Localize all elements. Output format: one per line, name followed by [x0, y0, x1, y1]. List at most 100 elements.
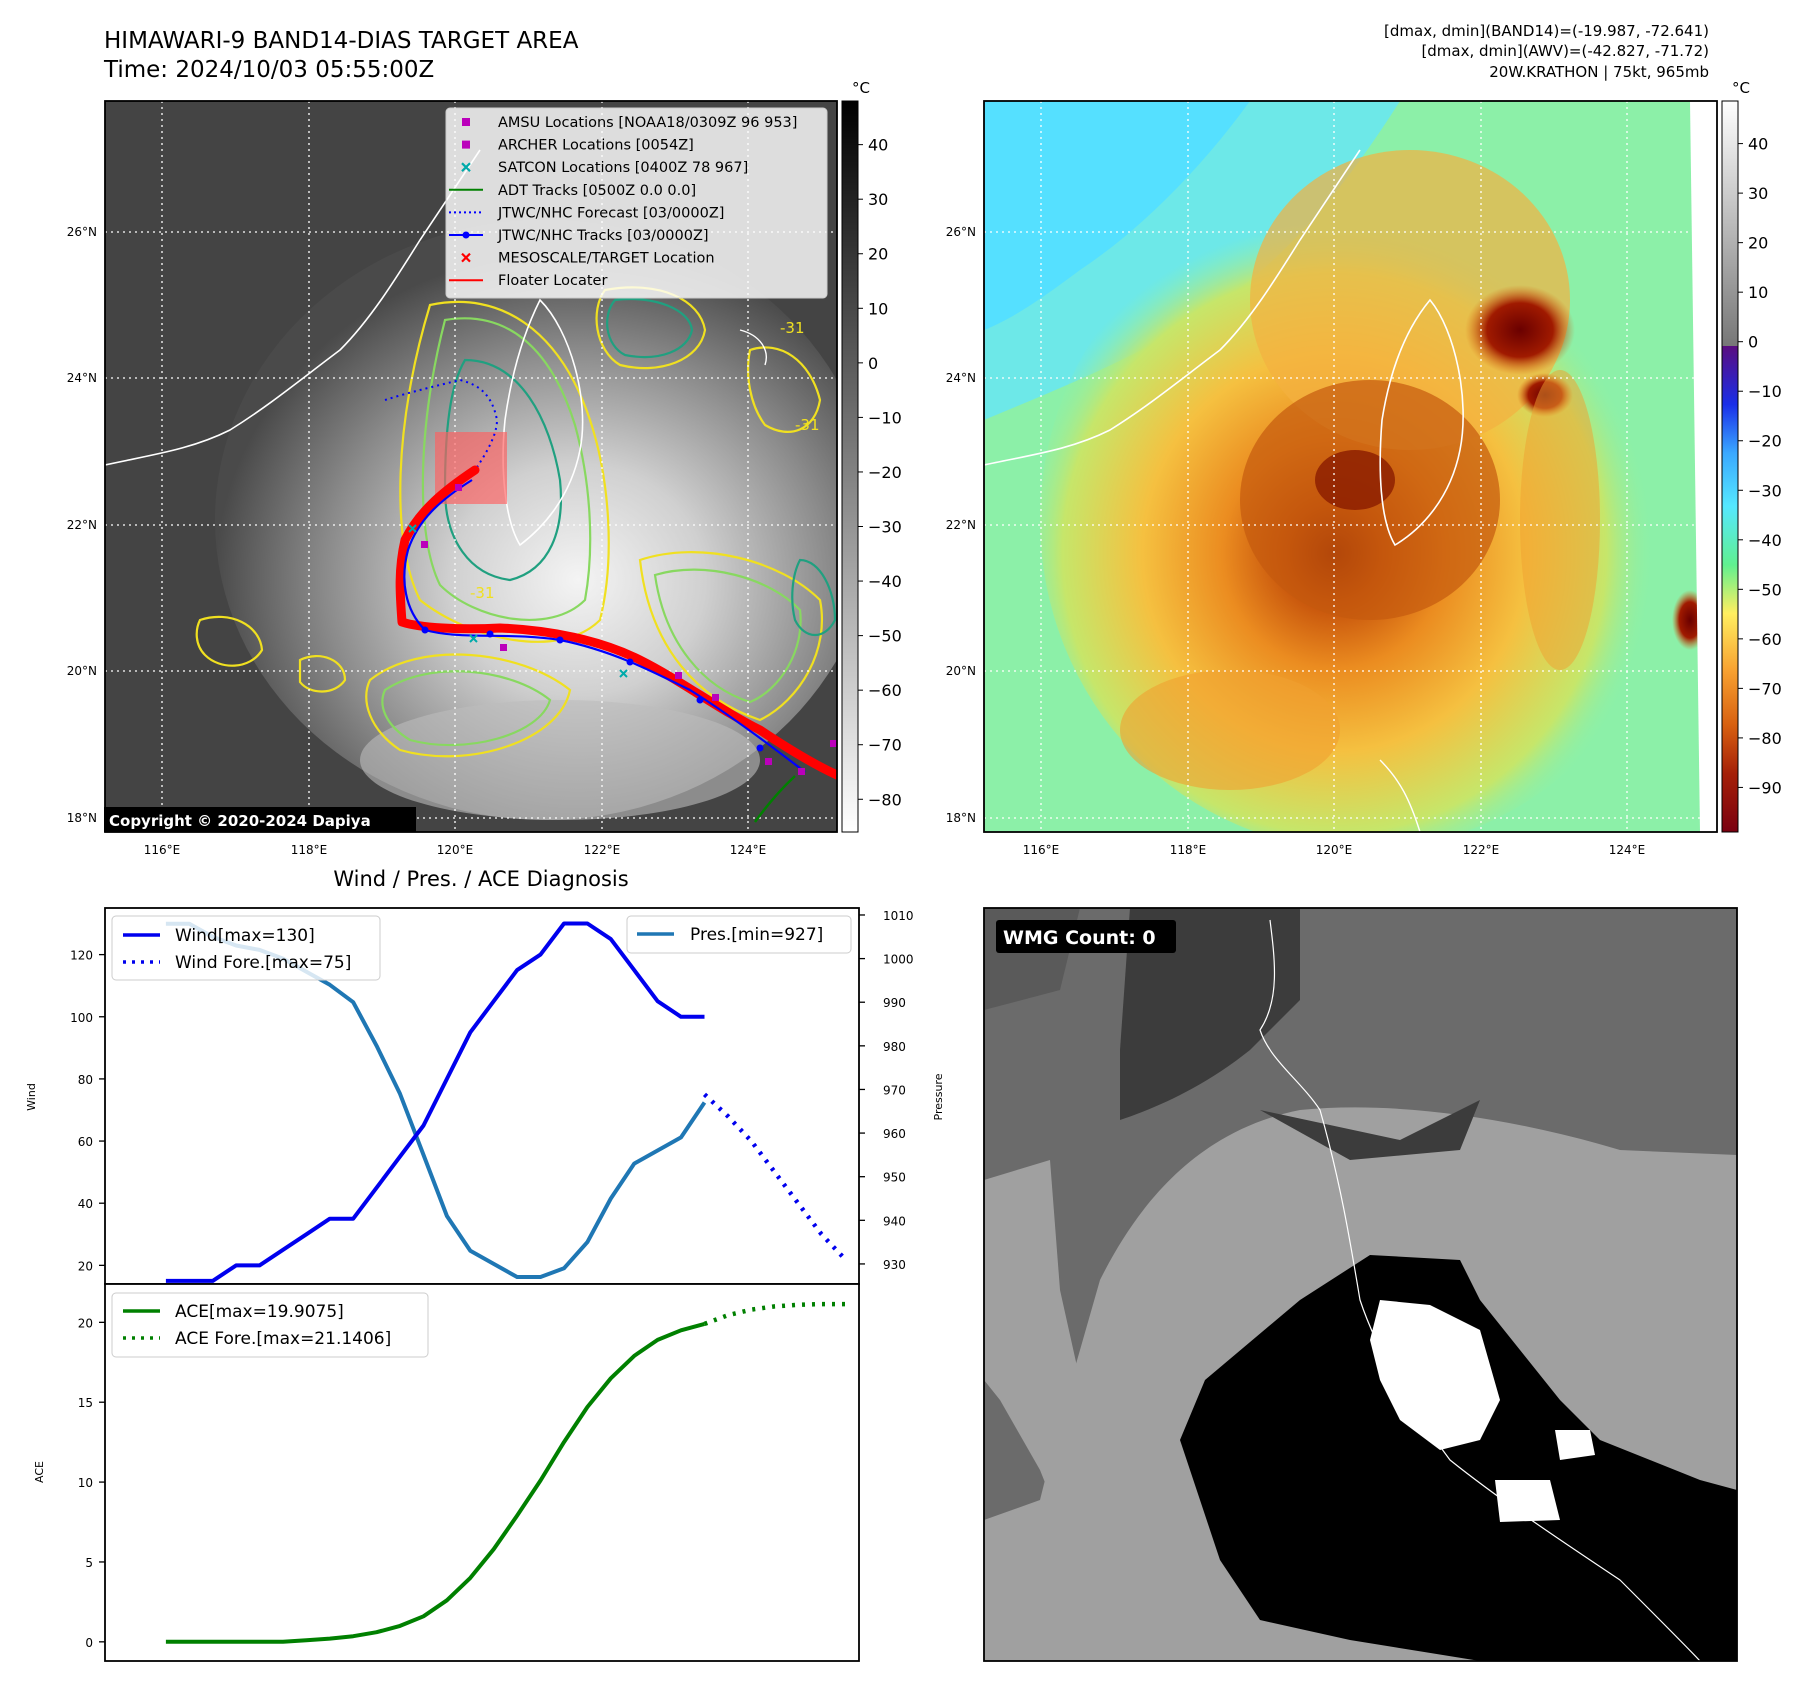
lon-label: 124°E	[730, 843, 767, 857]
lat-label: 18°N	[67, 811, 97, 825]
y-tick-label: 10	[78, 1476, 93, 1490]
amsu-archer-markers	[421, 484, 837, 775]
y-tick-label: 120	[70, 949, 93, 963]
wv-colorbar: °C 40 30 20 10 0 −10 −20 −30 −40 −50 −60 −70 −80 −90	[1721, 79, 1782, 833]
ace-fore-legend-label: ACE Fore.[max=21.1406]	[175, 1329, 391, 1349]
colorbar-tick-label: 0	[868, 354, 878, 373]
legend-item-label: JTWC/NHC Forecast [03/0000Z]	[497, 205, 724, 221]
lat-label: 20°N	[946, 664, 976, 678]
lon-label: 116°E	[144, 843, 181, 857]
ace-forecast-line	[703, 1301, 845, 1327]
colorbar-tick-label: −30	[1748, 481, 1782, 500]
pressure-axis-label: Pressure	[932, 1073, 945, 1120]
lon-label: 120°E	[437, 843, 474, 857]
storm-info: 20W.KRATHON | 75kt, 965mb	[1489, 63, 1709, 81]
colorbar-tick-label: 20	[1748, 234, 1768, 253]
colorbar-tick-label: 10	[868, 299, 888, 318]
wind-fore-legend-label: Wind Fore.[max=75]	[175, 953, 351, 973]
contour-label-ne: -31	[780, 319, 805, 337]
y2-tick-label: 970	[883, 1083, 906, 1097]
lat-label: 24°N	[946, 371, 976, 385]
colorbar-tick-label: 10	[1748, 283, 1768, 302]
wind-line	[165, 921, 705, 1283]
y-tick-label: 40	[78, 1197, 93, 1211]
wv-map-panel	[983, 100, 1718, 833]
pressure-legend-label: Pres.[min=927]	[690, 925, 823, 945]
y2-tick-label: 930	[883, 1258, 906, 1272]
y2-tick-label: 1010	[883, 909, 914, 923]
colorbar-tick-label: −20	[1748, 432, 1782, 451]
y-tick-label: 80	[78, 1073, 93, 1087]
lon-label: 124°E	[1609, 843, 1646, 857]
y2-tick-label: 940	[883, 1214, 906, 1228]
lon-label: 120°E	[1316, 843, 1353, 857]
lon-label: 122°E	[584, 843, 621, 857]
lat-label: 24°N	[67, 371, 97, 385]
colorbar-tick-label: −50	[1748, 580, 1782, 599]
satcon-markers	[408, 524, 628, 678]
ace-line	[165, 1321, 706, 1644]
wmg-count-label: WMG Count: 0	[1003, 927, 1156, 949]
y2-tick-label: 1000	[883, 953, 914, 967]
colorbar-tick-label: −80	[1748, 729, 1782, 748]
figure-time: Time: 2024/10/03 05:55:00Z	[104, 57, 435, 83]
legend-item-label: ADT Tracks [0500Z 0.0 0.0]	[498, 183, 696, 199]
ir-map-legend: AMSU Locations [NOAA18/0309Z 96 953] ARCH…	[445, 107, 828, 299]
colorbar-tick-label: −90	[1748, 778, 1782, 797]
wmg-panel: WMG Count: 0	[983, 907, 1738, 1662]
colorbar-tick-label: −30	[868, 518, 902, 537]
jtwc-track-points	[421, 626, 764, 752]
contour-label-e: -31	[795, 416, 820, 434]
colorbar-tick-label: −80	[868, 790, 902, 809]
legend-item-label: AMSU Locations [NOAA18/0309Z 96 953]	[498, 115, 797, 131]
wind-legend-label: Wind[max=130]	[175, 926, 315, 946]
copyright-label: Copyright © 2020-2024 Dapiya	[109, 812, 371, 830]
y-tick-label: 20	[78, 1259, 93, 1273]
ir-colorbar: °C 40 30 20 10 0 −10 −20 −30 −40 −50 −60 −70 −80	[841, 79, 902, 833]
colorbar-tick-label: −40	[1748, 531, 1782, 550]
ace-axis-label: ACE	[33, 1461, 46, 1483]
colorbar-tick-label: 0	[1748, 333, 1758, 352]
colorbar-tick-label: −70	[1748, 679, 1782, 698]
ir-colorbar-unit: °C	[852, 79, 870, 97]
pressure-legend: Pres.[min=927]	[626, 915, 852, 954]
awv-range-info: [dmax, dmin](AWV)=(-42.827, -71.72)	[1421, 42, 1709, 60]
y2-tick-label: 960	[883, 1127, 906, 1141]
lon-label: 118°E	[1170, 843, 1207, 857]
lat-label: 26°N	[946, 225, 976, 239]
lon-label: 118°E	[291, 843, 328, 857]
lat-label: 18°N	[946, 811, 976, 825]
legend-item-label: MESOSCALE/TARGET Location	[498, 251, 715, 267]
lon-label: 116°E	[1023, 843, 1060, 857]
colorbar-tick-label: −50	[868, 627, 902, 646]
wind-forecast-line	[702, 1092, 847, 1261]
colorbar-tick-label: −60	[868, 681, 902, 700]
colorbar-tick-label: 30	[868, 190, 888, 209]
colorbar-tick-label: 40	[868, 136, 888, 155]
y2-tick-label: 950	[883, 1171, 906, 1185]
lat-label: 22°N	[946, 518, 976, 532]
legend-item-label: ARCHER Locations [0054Z]	[498, 138, 694, 154]
lat-label: 26°N	[67, 225, 97, 239]
wv-colorbar-unit: °C	[1732, 79, 1750, 97]
y-tick-label: 60	[78, 1135, 93, 1149]
lat-label: 22°N	[67, 518, 97, 532]
wind-legend: Wind[max=130] Wind Fore.[max=75]	[111, 915, 381, 981]
colorbar-tick-label: −10	[868, 408, 902, 427]
y-tick-label: 20	[78, 1316, 93, 1330]
y-tick-label: 15	[78, 1396, 93, 1410]
band14-range-info: [dmax, dmin](BAND14)=(-19.987, -72.641)	[1384, 22, 1709, 40]
y2-tick-label: 990	[883, 996, 906, 1010]
colorbar-tick-label: −60	[1748, 630, 1782, 649]
colorbar-tick-label: −40	[868, 572, 902, 591]
legend-item-label: SATCON Locations [0400Z 78 967]	[498, 160, 748, 176]
ace-legend-label: ACE[max=19.9075]	[175, 1302, 344, 1322]
y-tick-label: 100	[70, 1011, 93, 1025]
lon-label: 122°E	[1463, 843, 1500, 857]
colorbar-tick-label: 30	[1748, 184, 1768, 203]
diagnosis-title: Wind / Pres. / ACE Diagnosis	[333, 867, 628, 891]
colorbar-tick-label: −20	[868, 463, 902, 482]
y-tick-label: 5	[85, 1556, 93, 1570]
y-tick-label: 0	[85, 1636, 93, 1650]
wind-axis-label: Wind	[25, 1083, 38, 1111]
